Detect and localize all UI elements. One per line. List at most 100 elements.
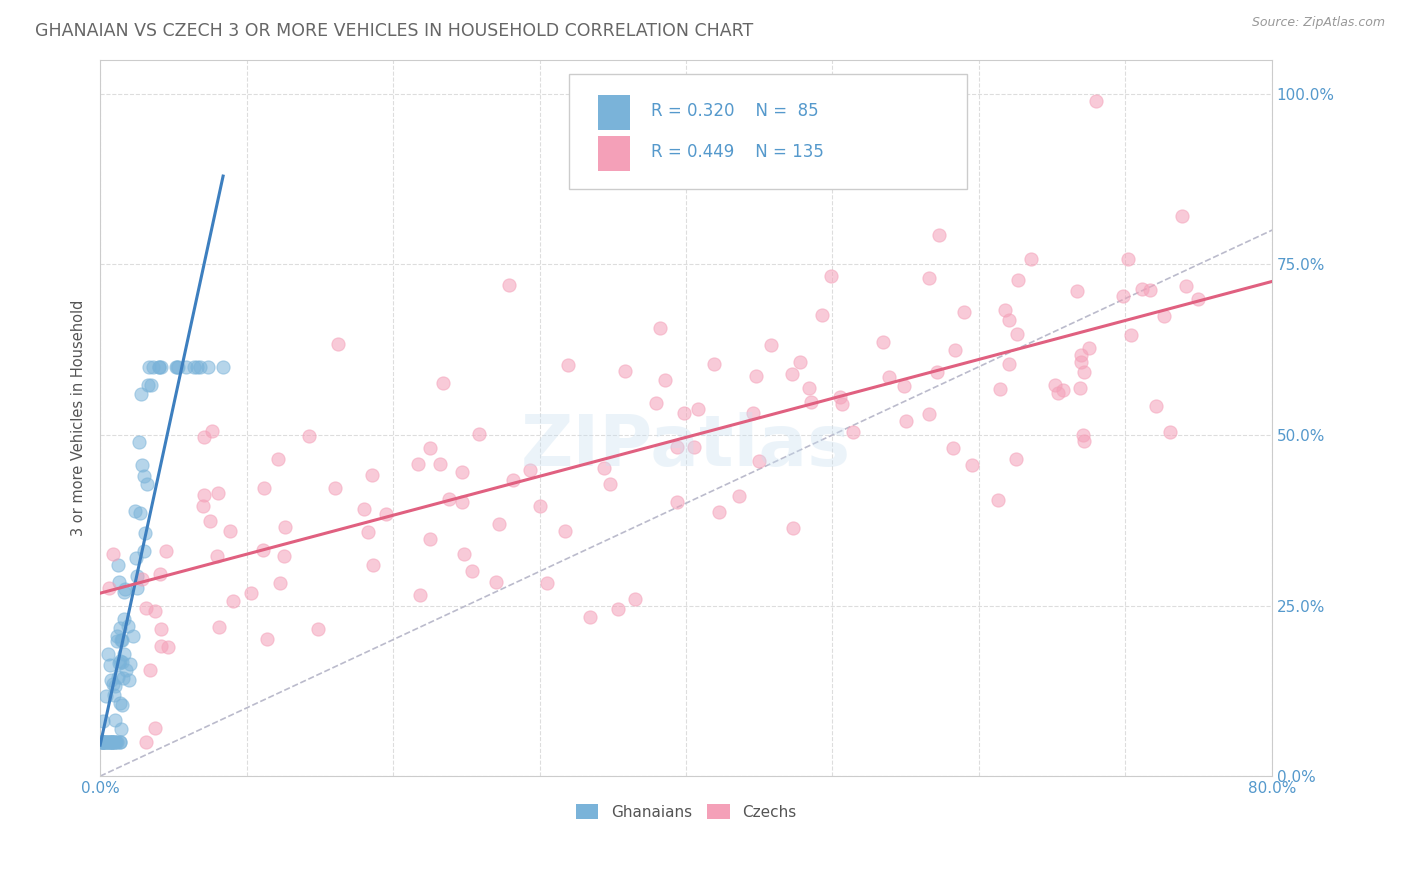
- Point: [176, 359, 198, 374]
- Point: [1187, 292, 1209, 306]
- Point: [91, 735, 114, 749]
- Point: [831, 397, 853, 411]
- Point: [1070, 348, 1092, 362]
- Point: [353, 502, 375, 516]
- Point: [419, 441, 441, 455]
- Bar: [598, 95, 630, 130]
- Point: [666, 495, 689, 509]
- Point: [252, 542, 274, 557]
- Point: [253, 481, 276, 495]
- Point: [811, 308, 834, 322]
- Point: [467, 427, 489, 442]
- Point: [148, 359, 170, 374]
- Point: [107, 558, 129, 572]
- Text: R = 0.320    N =  85: R = 0.320 N = 85: [651, 102, 818, 120]
- Point: [143, 604, 166, 618]
- Point: [328, 337, 350, 351]
- Point: [149, 622, 172, 636]
- Point: [429, 457, 451, 471]
- Point: [624, 592, 647, 607]
- Point: [111, 655, 134, 669]
- Point: [186, 359, 208, 374]
- Point: [1019, 252, 1042, 266]
- Point: [118, 657, 141, 672]
- Point: [269, 576, 291, 591]
- Point: [198, 514, 221, 528]
- Point: [93, 735, 115, 749]
- Point: [108, 621, 131, 635]
- Point: [536, 575, 558, 590]
- Point: [703, 357, 725, 371]
- Point: [103, 735, 125, 749]
- Point: [1175, 278, 1198, 293]
- Point: [1066, 284, 1088, 298]
- Point: [205, 549, 228, 564]
- Point: [114, 663, 136, 677]
- Point: [998, 313, 1021, 327]
- Point: [101, 735, 124, 749]
- Point: [149, 639, 172, 653]
- Point: [111, 672, 134, 686]
- Point: [183, 359, 205, 374]
- Point: [942, 441, 965, 455]
- Point: [745, 368, 768, 383]
- Point: [451, 495, 474, 509]
- Point: [879, 370, 901, 384]
- Point: [917, 270, 939, 285]
- Legend: Ghanaians, Czechs: Ghanaians, Czechs: [569, 797, 803, 826]
- Point: [1159, 425, 1181, 439]
- Point: [789, 355, 811, 369]
- Point: [432, 376, 454, 390]
- Point: [125, 568, 148, 582]
- Point: [614, 364, 637, 378]
- Point: [361, 558, 384, 572]
- Point: [94, 689, 117, 703]
- Point: [994, 303, 1017, 318]
- Point: [450, 465, 472, 479]
- Point: [828, 390, 851, 404]
- Point: [190, 359, 212, 374]
- Point: [222, 594, 245, 608]
- Point: [1085, 94, 1108, 108]
- Point: [654, 373, 676, 387]
- Point: [797, 381, 820, 395]
- Point: [108, 735, 131, 749]
- Point: [166, 359, 188, 374]
- Point: [557, 359, 579, 373]
- Point: [148, 359, 170, 374]
- Text: Source: ZipAtlas.com: Source: ZipAtlas.com: [1251, 16, 1385, 29]
- Point: [131, 458, 153, 473]
- Point: [104, 713, 127, 727]
- Point: [128, 434, 150, 449]
- Point: [101, 677, 124, 691]
- Point: [142, 359, 165, 374]
- FancyBboxPatch shape: [569, 74, 967, 188]
- Point: [998, 357, 1021, 371]
- Point: [1052, 383, 1074, 397]
- Point: [208, 620, 231, 634]
- Point: [686, 402, 709, 417]
- Point: [498, 277, 520, 292]
- Point: [105, 633, 128, 648]
- Point: [894, 414, 917, 428]
- Point: [1116, 252, 1139, 266]
- Point: [256, 632, 278, 646]
- Point: [98, 658, 121, 673]
- Point: [519, 463, 541, 477]
- Point: [139, 664, 162, 678]
- Point: [298, 429, 321, 443]
- Point: [110, 722, 132, 736]
- Point: [103, 688, 125, 702]
- Point: [529, 499, 551, 513]
- Point: [129, 387, 152, 401]
- Point: [114, 582, 136, 596]
- Point: [1071, 428, 1094, 442]
- Point: [960, 458, 983, 473]
- Point: [1073, 434, 1095, 449]
- Point: [110, 698, 132, 712]
- Point: [149, 359, 172, 374]
- Point: [1043, 378, 1066, 392]
- Point: [193, 488, 215, 502]
- Point: [409, 588, 432, 602]
- Point: [461, 565, 484, 579]
